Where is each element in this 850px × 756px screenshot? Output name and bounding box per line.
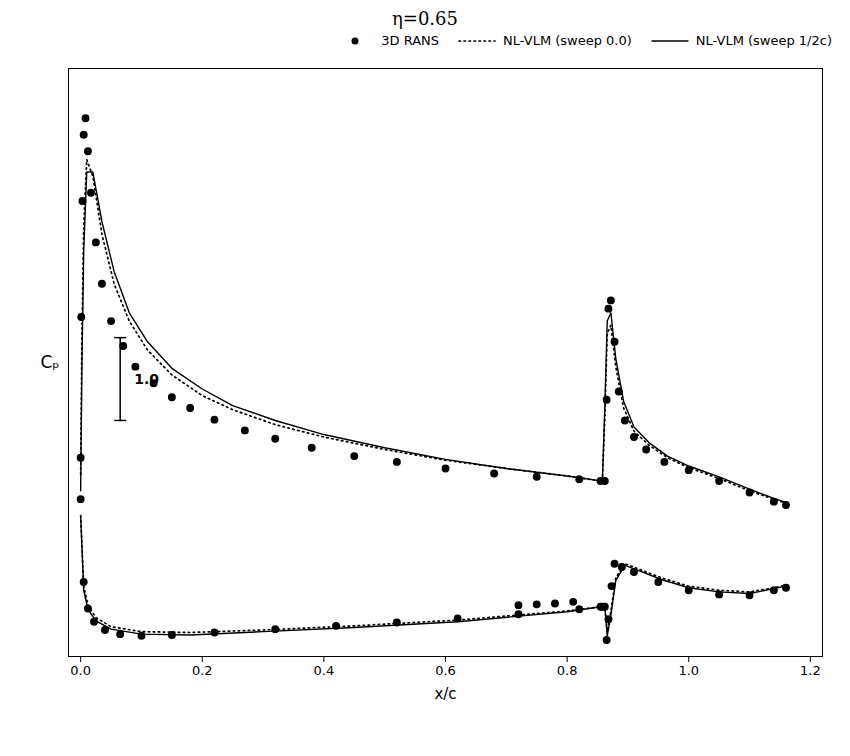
svg-text:1.2: 1.2 [800,663,821,678]
html-text:η=0.65: η=0.65 [392,8,458,29]
svg-text:0.4: 0.4 [314,663,335,678]
svg-text:0.2: 0.2 [192,663,213,678]
svg-text:0.6: 0.6 [435,663,456,678]
svg-text:0.0: 0.0 [70,663,91,678]
html-text:NL-VLM (sweep 0.0): NL-VLM (sweep 0.0) [503,33,632,48]
html-text:NL-VLM (sweep 1/2c): NL-VLM (sweep 1/2c) [695,33,832,48]
svg-text:0.8: 0.8 [557,663,578,678]
svg-text:x/c: x/c [434,685,456,703]
svg-text:1.0: 1.0 [134,371,159,387]
svg-text:1.0: 1.0 [678,663,699,678]
html-text:3D RANS: 3D RANS [381,33,440,48]
svg-text:Cₚ: Cₚ [41,352,60,372]
